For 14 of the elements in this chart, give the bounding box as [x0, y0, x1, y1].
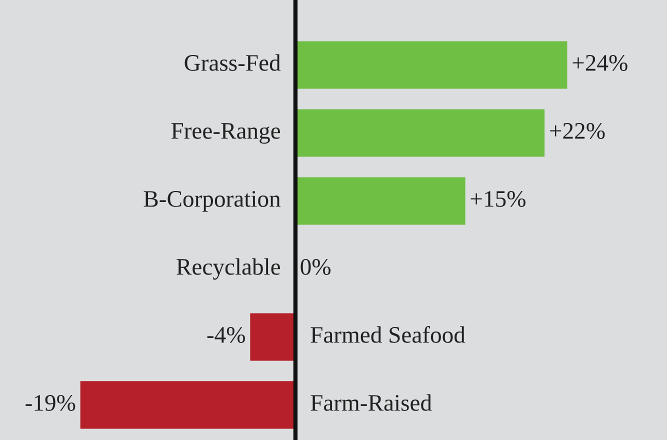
data-label: 0% [300, 258, 331, 275]
y-tick-label: Grass-Fed [184, 54, 281, 71]
bar [80, 381, 296, 429]
bar [250, 313, 296, 361]
y-tick-label: Free-Range [171, 123, 280, 144]
data-label: +24% [572, 54, 628, 71]
data-label: +22% [550, 122, 605, 139]
y-tick-label: B-Corporation [144, 191, 280, 212]
data-label: -4% [207, 326, 245, 343]
y-tick-label: Recyclable [176, 258, 280, 280]
y-tick-label: Farm-Raised [310, 394, 432, 411]
data-label: -19% [26, 394, 76, 411]
data-label: +15% [470, 190, 526, 207]
y-tick-label: Farmed Seafood [310, 326, 466, 343]
